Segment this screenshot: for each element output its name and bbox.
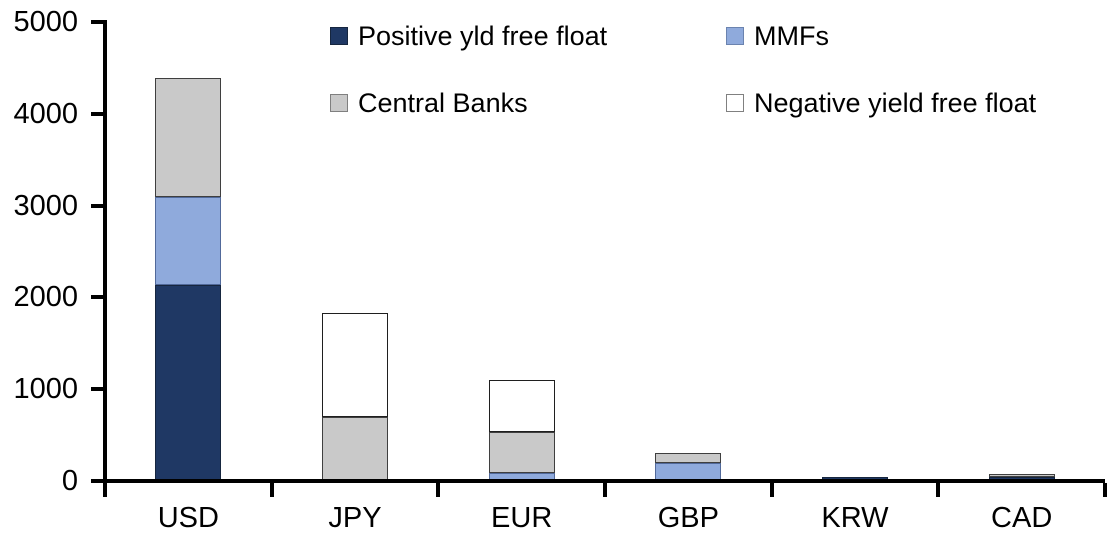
chart-legend: Positive yld free float MMFs Central Banks…	[0, 0, 1109, 130]
legend-label: Central Banks	[358, 87, 528, 118]
bar-segment-jpy-central-banks	[322, 416, 388, 481]
legend-item-mmfs: MMFs	[726, 20, 829, 51]
x-axis-tick-mark	[269, 483, 274, 497]
y-axis-line	[103, 20, 107, 497]
y-axis-tick-mark	[91, 111, 104, 116]
y-axis-tick-mark	[91, 203, 104, 208]
y-axis-tick-label-1000: 1000	[13, 373, 78, 406]
legend-swatch-central-banks-icon	[330, 94, 348, 112]
legend-item-central-banks: Central Banks	[330, 87, 528, 118]
bar-segment-jpy-negative-yield-free-float	[322, 313, 388, 417]
legend-swatch-negative-yield-free-float-icon	[726, 94, 744, 112]
y-axis-tick-mark	[91, 20, 104, 24]
y-axis-tick-mark	[91, 295, 104, 300]
x-axis-category-label-eur: EUR	[491, 502, 553, 534]
bar-segment-gbp-central-banks	[655, 453, 722, 463]
x-axis-category-label-cad: CAD	[991, 502, 1053, 534]
y-axis-tick-label-3000: 3000	[13, 189, 78, 222]
x-axis-tick-mark	[769, 483, 774, 497]
bar-segment-eur-central-banks	[488, 432, 555, 473]
x-axis-category-label-gbp: GBP	[657, 502, 719, 534]
legend-label: Positive yld free float	[358, 20, 608, 51]
x-axis-tick-mark	[603, 483, 607, 497]
bar-segment-usd-positive-yld-free-float	[155, 285, 222, 481]
legend-label: Negative yield free float	[754, 87, 1037, 118]
x-axis-line	[91, 479, 1105, 483]
bar-segment-cad-central-banks	[988, 474, 1055, 477]
y-axis-tick-label-2000: 2000	[13, 281, 78, 314]
legend-item-positive-yld-free-float: Positive yld free float	[330, 20, 608, 51]
legend-swatch-positive-yld-free-float-icon	[330, 27, 348, 45]
y-axis-tick-label-4000: 4000	[13, 97, 78, 130]
y-axis-tick-mark	[91, 387, 104, 392]
bar-segment-usd-central-banks	[155, 77, 222, 198]
x-axis-tick-mark	[936, 483, 941, 497]
x-axis-category-label-jpy: JPY	[328, 502, 382, 534]
y-axis-tick-label-0: 0	[61, 465, 78, 497]
x-axis-tick-mark	[1103, 483, 1107, 497]
y-axis-tick-label-5000: 5000	[13, 6, 78, 38]
legend-swatch-mmfs-icon	[726, 27, 744, 45]
legend-item-negative-yield-free-float: Negative yield free float	[726, 87, 1037, 118]
legend-label: MMFs	[754, 20, 829, 51]
x-axis-tick-mark	[436, 483, 441, 497]
bar-segment-usd-mmfs	[155, 197, 222, 286]
bar-segment-eur-negative-yield-free-float	[488, 380, 555, 433]
x-axis-category-label-krw: KRW	[821, 502, 889, 534]
x-axis-category-label-usd: USD	[157, 502, 219, 534]
